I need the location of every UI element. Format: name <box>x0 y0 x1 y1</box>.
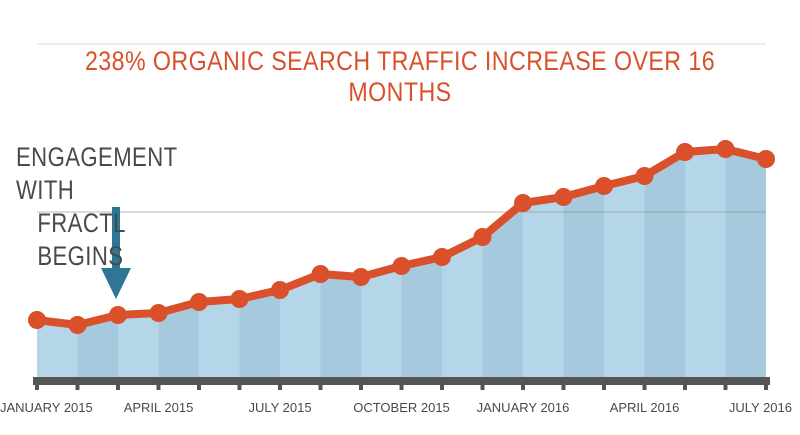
data-point <box>595 177 613 195</box>
area-band <box>320 274 361 381</box>
area-band <box>361 266 402 381</box>
data-point <box>433 248 451 266</box>
data-point <box>635 167 654 185</box>
data-point <box>514 194 532 212</box>
data-point <box>109 306 127 324</box>
data-point <box>271 281 289 299</box>
data-point <box>392 257 411 275</box>
annotation-arrow-shaft <box>112 207 120 269</box>
area-band <box>725 149 766 381</box>
area-band <box>401 257 442 381</box>
area-band <box>37 320 78 381</box>
x-tick-label: JULY 2015 <box>248 400 311 415</box>
area-band <box>604 176 645 381</box>
x-tick <box>561 377 566 390</box>
area-band <box>482 203 523 381</box>
data-point <box>716 140 735 158</box>
x-tick <box>197 377 201 390</box>
area-band <box>280 274 321 381</box>
area-band <box>239 290 280 381</box>
x-tick <box>35 377 39 390</box>
data-point <box>68 316 87 334</box>
x-tick-label: JANUARY 2016 <box>477 400 570 415</box>
x-tick-label: JANUARY 2015 <box>0 400 93 415</box>
data-point <box>554 188 573 206</box>
x-tick-label: APRIL 2016 <box>610 400 680 415</box>
data-point <box>676 143 694 161</box>
annotation-line-2: FRACTL BEGINS <box>37 208 126 271</box>
annotation-line-1: ENGAGEMENT WITH <box>16 142 178 205</box>
x-tick-label: OCTOBER 2015 <box>353 400 450 415</box>
data-point <box>311 265 330 283</box>
x-tick <box>602 377 606 390</box>
area-band <box>118 313 159 381</box>
x-tick-label: APRIL 2015 <box>124 400 194 415</box>
data-point <box>190 293 208 311</box>
x-tick-label: JULY 2016 <box>729 400 792 415</box>
area-band <box>523 197 564 381</box>
data-point <box>230 290 249 308</box>
x-tick <box>237 377 242 390</box>
x-tick <box>480 377 485 390</box>
x-tick <box>683 377 687 390</box>
x-tick <box>278 377 282 390</box>
area-band <box>563 186 604 381</box>
data-point <box>473 228 492 246</box>
area-band <box>158 302 199 381</box>
x-tick <box>399 377 404 390</box>
annotation-arrow-head <box>101 268 131 299</box>
x-tick <box>723 377 728 390</box>
area-band <box>442 237 483 381</box>
area-band <box>77 315 118 381</box>
x-tick <box>156 377 161 390</box>
area-band <box>199 299 240 381</box>
data-point <box>352 268 370 286</box>
x-tick <box>75 377 80 390</box>
engagement-annotation: ENGAGEMENT WITH FRACTL BEGINS <box>16 141 196 273</box>
x-tick <box>440 377 444 390</box>
x-tick <box>318 377 323 390</box>
x-tick <box>521 377 525 390</box>
x-tick <box>642 377 647 390</box>
data-point <box>28 311 46 329</box>
data-point <box>149 304 168 322</box>
x-tick <box>764 377 768 390</box>
x-tick <box>359 377 363 390</box>
data-point <box>757 150 775 168</box>
area-band <box>644 152 685 381</box>
chart-title: 238% ORGANIC SEARCH TRAFFIC INCREASE OVE… <box>84 46 716 107</box>
x-tick <box>116 377 120 390</box>
area-band <box>685 149 726 381</box>
